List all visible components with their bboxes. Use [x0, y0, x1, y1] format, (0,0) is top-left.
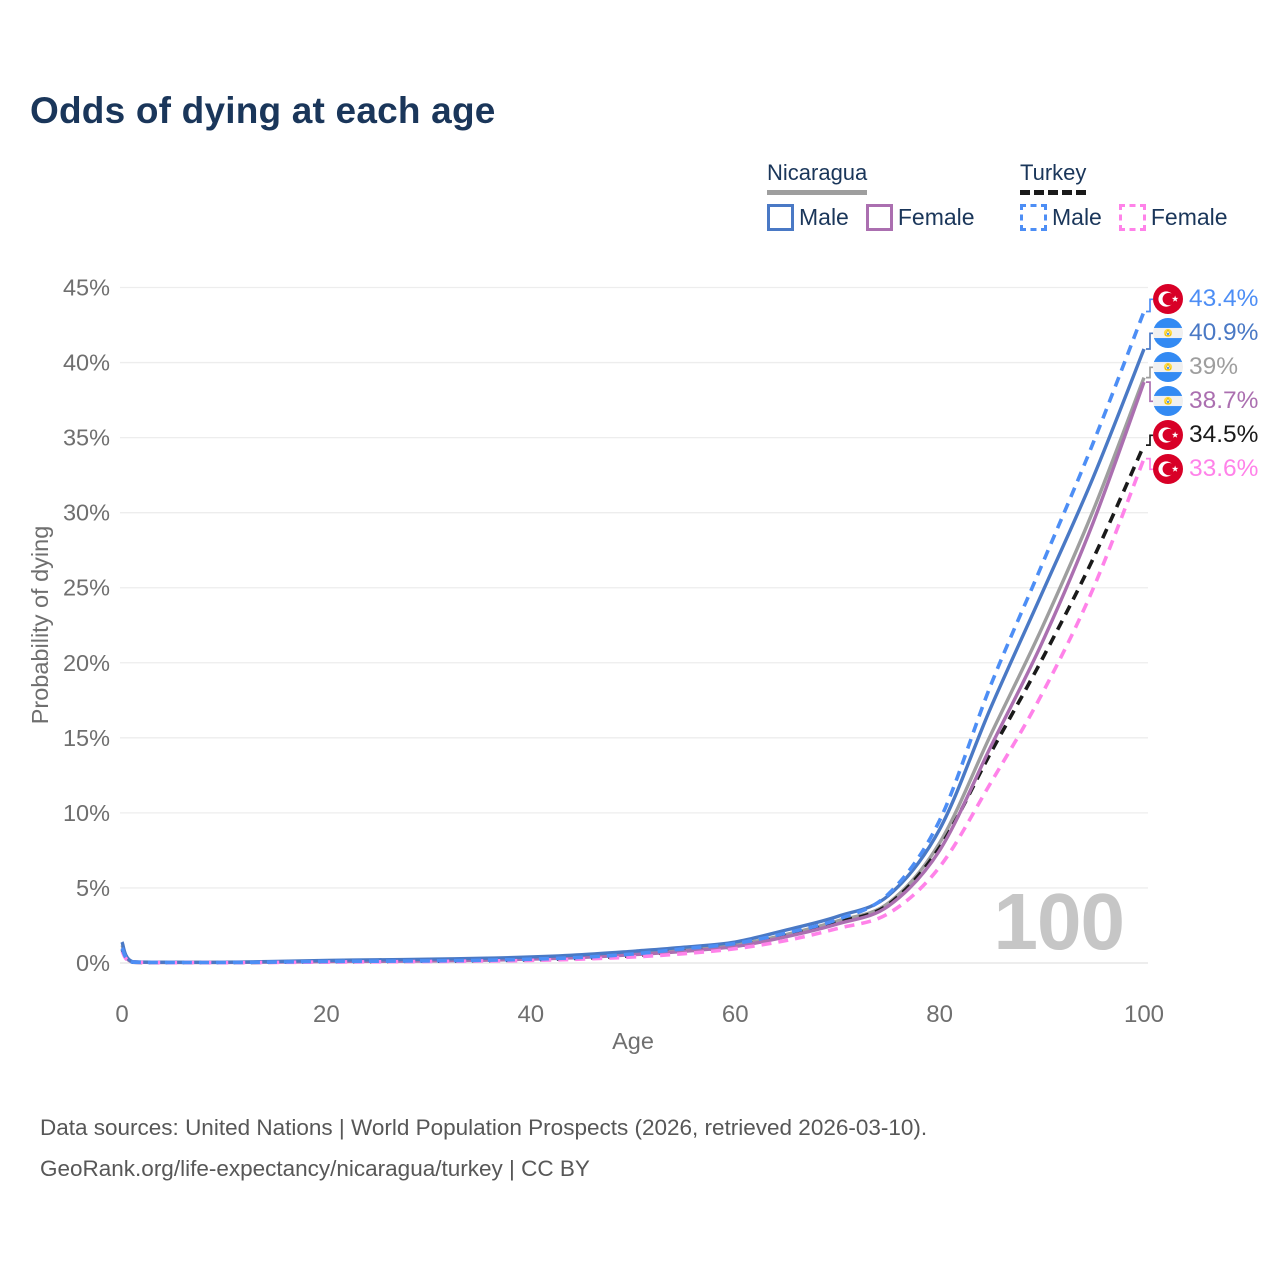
nicaragua-flag-icon [1153, 386, 1183, 416]
footer-attribution: GeoRank.org/life-expectancy/nicaragua/tu… [40, 1156, 590, 1182]
y-tick-label: 15% [63, 725, 110, 751]
nicaragua-flag-icon [1153, 352, 1183, 382]
end-label-connector [1146, 332, 1153, 350]
x-tick-label: 80 [926, 1001, 953, 1028]
series-line-turkey-female [120, 457, 1146, 965]
end-label-value: 38.7% [1189, 387, 1259, 414]
hovered-age-watermark: 100 [993, 877, 1125, 966]
y-tick-label: 10% [63, 800, 110, 826]
series-line-nicaragua-total [120, 376, 1146, 965]
end-label-nicaragua-female: 38.7% [1153, 386, 1258, 416]
legend-item-label: Female [897, 204, 975, 230]
y-tick-label: 30% [63, 500, 110, 526]
series-line-nicaragua-female [120, 381, 1146, 965]
end-label-value: 40.9% [1189, 319, 1259, 346]
footer-data-sources: Data sources: United Nations | World Pop… [40, 1115, 928, 1140]
y-tick-label: 5% [76, 875, 110, 901]
end-label-connector [1146, 366, 1153, 379]
end-label-connector [1146, 457, 1153, 471]
y-tick-label: 35% [63, 425, 110, 451]
y-axis-title: Probability of dying [27, 526, 53, 725]
turkey-female-swatch-icon [1118, 204, 1146, 231]
legend-item-turkey-male[interactable]: Male [1020, 204, 1102, 231]
turkey-flag-icon [1153, 454, 1183, 484]
footer: Data sources: United Nations | World Pop… [40, 1107, 927, 1190]
legend-item-nicaragua-male[interactable]: Male [767, 204, 849, 231]
y-tick-label: 40% [63, 350, 110, 376]
legend-group-nicaragua: Nicaragua Male Female [767, 160, 975, 231]
end-label-turkey-female: 33.6% [1153, 454, 1258, 484]
end-label-connector [1146, 298, 1153, 313]
series-line-nicaragua-male [120, 348, 1146, 965]
y-tick-label: 0% [76, 950, 110, 976]
legend-item-turkey-female[interactable]: Female [1118, 204, 1228, 231]
x-tick-label: 0 [115, 1001, 128, 1028]
end-label-turkey-total: 34.5% [1153, 420, 1258, 450]
nicaragua-flag-icon [1153, 318, 1183, 348]
legend-group-turkey-title: Turkey [1020, 160, 1087, 195]
y-tick-label: 25% [63, 575, 110, 601]
turkey-flag-icon [1153, 420, 1183, 450]
turkey-male-swatch-icon [1020, 204, 1047, 231]
x-tick-label: 100 [1124, 1001, 1164, 1028]
end-label-connector [1146, 381, 1153, 403]
x-tick-label: 40 [517, 1001, 544, 1028]
legend-item-label: Male [1052, 204, 1102, 230]
legend-item-label: Male [799, 204, 849, 230]
end-label-nicaragua-male: 40.9% [1153, 318, 1258, 348]
series-line-turkey-male [120, 310, 1146, 965]
legend-group-nicaragua-title: Nicaragua [767, 160, 868, 195]
nicaragua-male-swatch-icon [767, 204, 794, 231]
end-label-nicaragua-total: 39% [1153, 352, 1238, 382]
end-label-value: 43.4% [1189, 285, 1259, 312]
legend-group-turkey: Turkey Male Female [1020, 160, 1228, 231]
legend-item-nicaragua-female[interactable]: Female [865, 204, 975, 231]
turkey-flag-icon [1153, 284, 1183, 314]
end-label-value: 34.5% [1189, 421, 1259, 448]
end-label-value: 33.6% [1189, 455, 1259, 482]
end-label-connector [1146, 434, 1153, 446]
page-title: Odds of dying at each age [30, 90, 496, 131]
nicaragua-female-swatch-icon [865, 204, 893, 231]
x-tick-label: 60 [722, 1001, 749, 1028]
end-label-turkey-male: 43.4% [1153, 284, 1258, 314]
y-tick-label: 20% [63, 650, 110, 676]
legend-item-label: Female [1150, 204, 1228, 230]
x-tick-label: 20 [313, 1001, 340, 1028]
y-tick-label: 45% [63, 275, 110, 301]
x-axis-title: Age [612, 1028, 654, 1054]
end-label-value: 39% [1189, 353, 1239, 380]
